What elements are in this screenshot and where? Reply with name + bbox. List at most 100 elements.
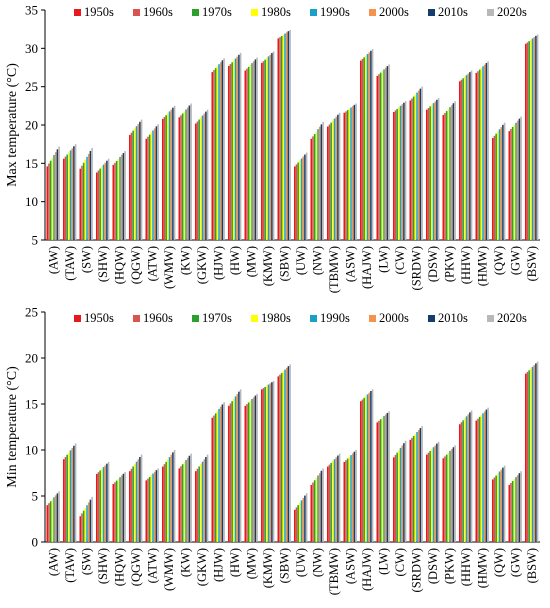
- bar-1980s: [134, 464, 136, 542]
- bar-1990s: [251, 399, 253, 542]
- legend-label: 1960s: [143, 311, 173, 325]
- bar-2020s: [107, 461, 110, 542]
- bar-2010s: [419, 428, 422, 542]
- y-axis-label: Min temperature (°C): [5, 366, 20, 488]
- bar-1960s: [328, 464, 331, 542]
- bar-1970s: [379, 72, 382, 241]
- bar-1980s: [464, 76, 466, 240]
- x-tick-label: (HQW): [112, 548, 126, 586]
- bar-1950s: [343, 112, 346, 240]
- bar-2020s: [239, 52, 242, 240]
- legend-label: 1970s: [202, 5, 232, 19]
- bar-1990s: [366, 54, 369, 241]
- bar-1980s: [249, 400, 252, 542]
- legend-label: 1990s: [320, 5, 350, 19]
- bar-1980s: [167, 113, 169, 240]
- legend-label: 1970s: [202, 311, 232, 325]
- bar-1980s: [348, 108, 351, 241]
- bar-2000s: [87, 502, 90, 542]
- bar-1980s: [216, 66, 219, 240]
- bar-1970s: [165, 461, 167, 542]
- bar-2010s: [89, 150, 92, 240]
- bar-2000s: [71, 148, 73, 240]
- bar-2020s: [223, 58, 225, 240]
- bar-2020s: [107, 158, 110, 240]
- bar-1990s: [515, 122, 517, 240]
- bar-1960s: [97, 472, 100, 542]
- x-tick-label: (ATW): [145, 246, 159, 281]
- bar-2000s: [71, 448, 73, 542]
- bar-2010s: [221, 60, 224, 241]
- bar-2010s: [502, 467, 504, 542]
- bar-2000s: [417, 430, 420, 542]
- bar-2000s: [401, 445, 403, 542]
- x-tick-label: (ASW): [343, 548, 357, 584]
- bar-2000s: [186, 457, 189, 542]
- bar-1960s: [493, 477, 496, 542]
- bar-2000s: [351, 453, 354, 542]
- bar-1990s: [383, 69, 385, 240]
- bar-2020s: [256, 393, 258, 542]
- bar-2010s: [353, 451, 356, 542]
- bar-1960s: [246, 404, 248, 542]
- bar-1970s: [313, 133, 316, 240]
- bar-2020s: [454, 445, 456, 542]
- bar-1960s: [114, 162, 116, 240]
- bar-2000s: [467, 414, 469, 542]
- bar-2020s: [289, 364, 291, 542]
- x-tick-label: (HJW): [211, 246, 225, 280]
- bar-1970s: [495, 133, 497, 240]
- legend-label: 1960s: [143, 5, 173, 19]
- bar-1950s: [491, 138, 494, 240]
- bar-1960s: [229, 403, 232, 542]
- bar-1990s: [531, 38, 534, 240]
- bar-1960s: [295, 164, 298, 240]
- bar-1990s: [53, 497, 55, 542]
- bar-2010s: [469, 412, 471, 542]
- bar-2000s: [302, 156, 304, 240]
- bar-2020s: [355, 103, 357, 241]
- bar-1950s: [475, 420, 478, 542]
- bar-1980s: [480, 415, 483, 542]
- bar-2000s: [483, 411, 486, 542]
- bar-1990s: [234, 58, 237, 241]
- bar-2000s: [120, 475, 123, 542]
- bar-2010s: [320, 124, 323, 240]
- bar-2010s: [254, 395, 257, 542]
- bar-2020s: [388, 64, 390, 240]
- bar-1950s: [194, 123, 197, 240]
- bar-1960s: [444, 456, 446, 542]
- bar-1980s: [480, 67, 483, 240]
- x-tick-label: (GKW): [195, 246, 209, 284]
- bar-1970s: [181, 113, 184, 240]
- x-tick-label: (LW): [376, 548, 390, 575]
- bar-1970s: [297, 162, 299, 240]
- bar-1950s: [277, 376, 280, 542]
- bar-2010s: [386, 66, 389, 240]
- bar-1990s: [284, 369, 286, 542]
- bar-1990s: [399, 105, 402, 240]
- bar-1970s: [379, 419, 382, 542]
- bar-1950s: [161, 118, 164, 240]
- bar-1960s: [196, 121, 199, 240]
- bar-1960s: [213, 70, 215, 240]
- legend-label: 2010s: [438, 5, 468, 19]
- bar-1970s: [412, 96, 415, 241]
- bar-1980s: [431, 104, 433, 240]
- bar-2010s: [287, 31, 290, 241]
- bar-1980s: [68, 152, 70, 240]
- bar-1950s: [211, 417, 214, 542]
- x-tick-label: (GKW): [195, 548, 209, 586]
- bar-1970s: [478, 69, 481, 240]
- bar-1980s: [497, 473, 499, 542]
- x-tick-label: (SHW): [96, 548, 110, 584]
- bar-1980s: [299, 160, 301, 240]
- bar-2020s: [503, 122, 506, 240]
- bar-1950s: [161, 466, 164, 542]
- bar-1960s: [48, 503, 50, 542]
- bar-1980s: [200, 464, 202, 542]
- bar-1960s: [411, 98, 413, 240]
- bar-1970s: [478, 416, 481, 542]
- bar-2020s: [173, 450, 176, 542]
- x-tick-label: (UW): [294, 548, 308, 577]
